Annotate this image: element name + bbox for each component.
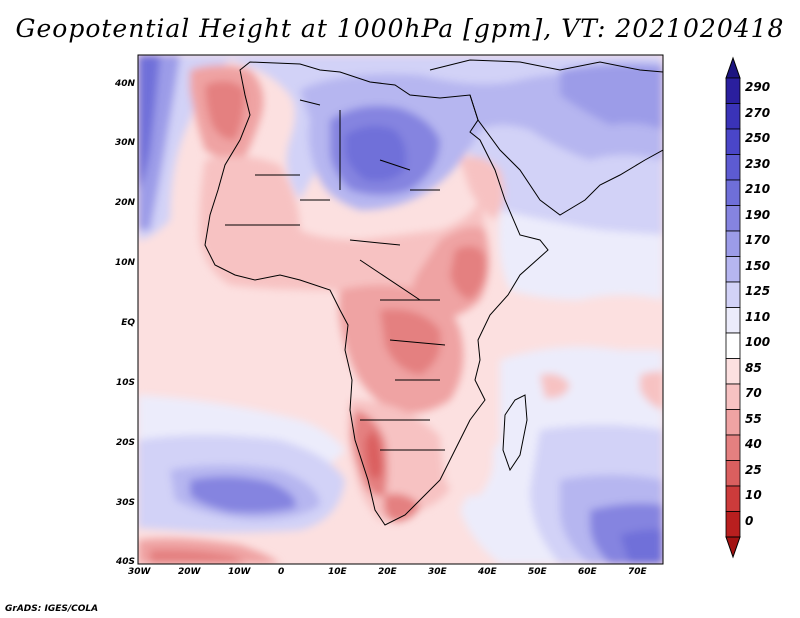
colorbar-level-label: 270 (745, 105, 771, 120)
colorbar-level-label: 100 (745, 335, 771, 349)
lon-label: 30E (428, 567, 447, 577)
lon-label: 10W (228, 567, 251, 577)
colorbar-level-label: 210 (745, 182, 771, 196)
map-title: Geopotential Height at 1000hPa [gpm], VT… (15, 14, 785, 43)
lon-label: 20E (378, 567, 397, 577)
colorbar-swatch (725, 485, 741, 512)
lon-label: 0 (278, 567, 285, 577)
lat-label: 30S (115, 498, 135, 508)
colorbar (725, 56, 741, 559)
colorbar-level-label: 110 (745, 309, 771, 324)
colorbar-swatch (725, 256, 741, 283)
lat-label: 30N (114, 138, 135, 148)
height-field (138, 55, 663, 564)
colorbar-swatch (725, 103, 741, 130)
lon-label: 70E (628, 567, 647, 577)
colorbar-swatch (725, 281, 741, 308)
lat-label: 40S (115, 557, 135, 567)
colorbar-swatch (725, 77, 741, 104)
grads-credit: GrADS: IGES/COLA (5, 604, 99, 614)
colorbar-swatch (725, 511, 741, 538)
colorbar-swatch (725, 383, 741, 410)
colorbar-swatch (725, 434, 741, 461)
colorbar-level-label: 150 (745, 258, 771, 273)
colorbar-level-label: 0 (745, 513, 754, 528)
colorbar-level-label: 10 (745, 488, 762, 502)
colorbar-level-label: 25 (745, 462, 762, 477)
colorbar-swatch (725, 179, 741, 206)
lon-label: 50E (528, 567, 547, 577)
colorbar-level-label: 170 (745, 233, 771, 247)
coastline-outline (204, 59, 663, 526)
colorbar-swatch (725, 307, 741, 334)
colorbar-swatch (725, 332, 741, 359)
colorbar-level-label: 250 (745, 131, 771, 145)
colorbar-swatch (725, 460, 741, 487)
colorbar-level-label: 125 (745, 284, 771, 298)
lat-label: EQ (121, 318, 135, 328)
colorbar-level-label: 40 (745, 437, 762, 451)
colorbar-swatch (725, 205, 741, 232)
colorbar-level-label: 70 (745, 386, 762, 400)
lon-label: 40E (478, 567, 497, 577)
colorbar-swatch (725, 358, 741, 385)
colorbar-level-label: 55 (745, 411, 762, 426)
colorbar-level-label: 85 (745, 360, 762, 375)
lat-label: 10S (115, 378, 135, 388)
lat-label: 20S (115, 438, 135, 448)
lat-label: 40N (114, 79, 135, 89)
colorbar-bottom-arrow (725, 536, 741, 559)
colorbar-level-label: 230 (745, 156, 771, 171)
colorbar-swatch (725, 409, 741, 436)
lon-label: 60E (578, 567, 597, 577)
colorbar-level-label: 190 (745, 207, 771, 222)
lon-label: 10E (328, 567, 347, 577)
colorbar-top-arrow (725, 56, 741, 79)
lat-label: 10N (114, 258, 135, 268)
lon-label: 20W (178, 567, 201, 577)
colorbar-swatch (725, 230, 741, 257)
colorbar-swatch (725, 154, 741, 181)
colorbar-level-label: 290 (745, 80, 771, 94)
colorbar-swatch (725, 128, 741, 155)
lon-label: 30W (128, 567, 151, 577)
lat-label: 20N (114, 198, 135, 208)
